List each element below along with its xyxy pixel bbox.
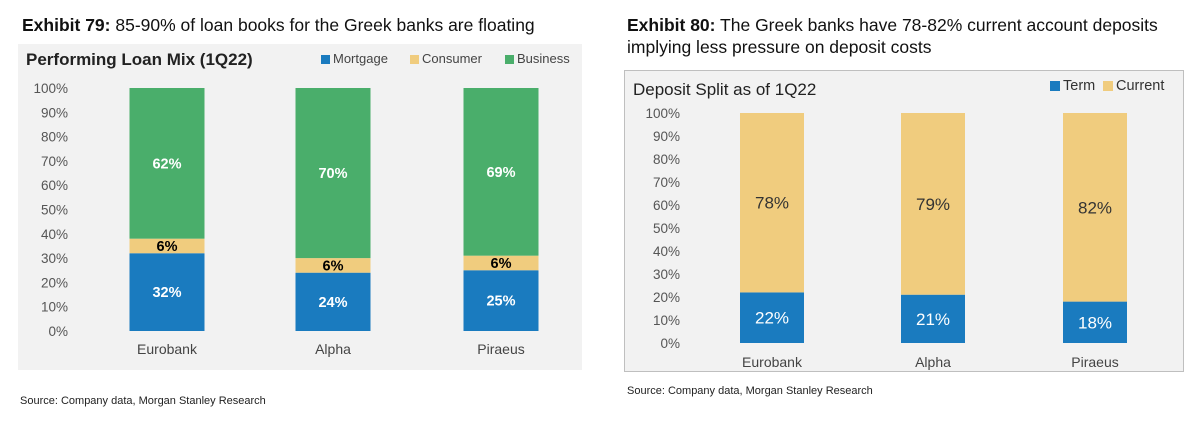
loan-mix-chart: Performing Loan Mix (1Q22) Mortgage Consum…: [26, 50, 570, 357]
y-tick-label: 70%: [653, 175, 680, 190]
data-label-alpha-current: 79%: [916, 195, 950, 214]
y-tick-label: 40%: [653, 244, 680, 259]
y-tick-label: 20%: [41, 275, 68, 290]
y-tick-label: 10%: [653, 313, 680, 328]
data-label-alpha-mortgage: 24%: [318, 295, 347, 311]
bar-alpha-business: [295, 88, 371, 259]
legend-label-consumer: Consumer: [422, 51, 483, 66]
legend-label-mortgage: Mortgage: [333, 51, 388, 66]
legend-label-business: Business: [517, 51, 570, 66]
y-tick-label: 60%: [41, 178, 68, 193]
deposit-split-chart-panel: Deposit Split as of 1Q22 Term Current 0% 10%…: [624, 70, 1184, 372]
x-category-label-eurobank: Eurobank: [137, 341, 198, 357]
legend-label-current: Current: [1116, 78, 1164, 94]
bar-alpha-consumer: [295, 258, 371, 273]
data-label-eurobank-current: 78%: [755, 194, 789, 213]
x-category-label-eurobank: Eurobank: [742, 354, 803, 370]
y-tick-label: 30%: [41, 251, 68, 266]
bar-piraeus-term: [1063, 301, 1127, 343]
chart-title: Deposit Split as of 1Q22: [633, 80, 816, 99]
legend-swatch-consumer: [410, 55, 419, 64]
data-label-eurobank-term: 22%: [755, 309, 789, 328]
data-label-eurobank-business: 62%: [152, 156, 181, 172]
bar-piraeus-consumer: [463, 255, 539, 271]
y-tick-label: 100%: [645, 106, 680, 121]
y-tick-label: 0%: [660, 336, 680, 351]
legend-swatch-current: [1103, 81, 1113, 91]
data-label-piraeus-consumer: 6%: [491, 256, 512, 272]
bar-piraeus-business: [463, 88, 539, 256]
y-tick-label: 90%: [653, 129, 680, 144]
y-tick-label: 10%: [41, 300, 68, 315]
data-label-piraeus-mortgage: 25%: [486, 294, 515, 310]
y-tick-label: 40%: [41, 227, 68, 242]
data-label-piraeus-current: 82%: [1078, 198, 1112, 217]
exhibit-80-source: Source: Company data, Morgan Stanley Res…: [627, 385, 873, 397]
data-label-eurobank-mortgage: 32%: [152, 285, 181, 301]
x-category-label-alpha: Alpha: [315, 341, 351, 357]
deposit-split-chart: Deposit Split as of 1Q22 Term Current 0% 10%…: [633, 78, 1164, 370]
bar-alpha-mortgage: [295, 272, 371, 331]
data-label-piraeus-term: 18%: [1078, 313, 1112, 332]
bar-eurobank-consumer: [129, 238, 205, 254]
y-tick-label: 60%: [653, 198, 680, 213]
bar-piraeus-current: [1063, 113, 1127, 302]
legend-swatch-business: [505, 55, 514, 64]
bar-eurobank-current: [740, 113, 804, 293]
y-tick-label: 100%: [33, 81, 68, 96]
x-category-label-piraeus: Piraeus: [477, 341, 524, 357]
exhibit-79-source: Source: Company data, Morgan Stanley Res…: [20, 395, 266, 407]
exhibit-80-title: Exhibit 80: The Greek banks have 78-82% …: [627, 14, 1187, 58]
exhibit-79-title: Exhibit 79: 85-90% of loan books for the…: [22, 14, 582, 36]
x-category-label-piraeus: Piraeus: [1071, 354, 1118, 370]
legend-swatch-term: [1050, 81, 1060, 91]
y-tick-label: 30%: [653, 267, 680, 282]
x-category-label-alpha: Alpha: [915, 354, 951, 370]
data-label-alpha-consumer: 6%: [323, 258, 344, 274]
bar-eurobank-mortgage: [129, 253, 205, 331]
data-label-alpha-business: 70%: [318, 166, 347, 182]
exhibit-79-label: Exhibit 79:: [22, 15, 111, 35]
bar-piraeus-mortgage: [463, 270, 539, 331]
y-tick-label: 50%: [653, 221, 680, 236]
data-label-eurobank-consumer: 6%: [157, 239, 178, 255]
exhibit-80-label: Exhibit 80:: [627, 15, 716, 35]
y-tick-label: 20%: [653, 290, 680, 305]
y-tick-label: 50%: [41, 203, 68, 218]
data-label-piraeus-business: 69%: [486, 165, 515, 181]
legend-label-term: Term: [1063, 78, 1095, 94]
exhibit-80-heading: The Greek banks have 78-82% current acco…: [627, 15, 1158, 57]
data-label-alpha-term: 21%: [916, 310, 950, 329]
y-tick-label: 90%: [41, 105, 68, 120]
bar-alpha-term: [901, 294, 965, 343]
bar-alpha-current: [901, 113, 965, 295]
exhibit-79-heading: 85-90% of loan books for the Greek banks…: [115, 15, 535, 35]
legend-swatch-mortgage: [321, 55, 330, 64]
chart-title: Performing Loan Mix (1Q22): [26, 50, 253, 69]
bar-eurobank-term: [740, 292, 804, 343]
bar-eurobank-business: [129, 88, 205, 239]
y-tick-label: 80%: [41, 130, 68, 145]
y-tick-label: 80%: [653, 152, 680, 167]
y-tick-label: 70%: [41, 154, 68, 169]
y-tick-label: 0%: [48, 324, 68, 339]
loan-mix-chart-panel: Performing Loan Mix (1Q22) Mortgage Consum…: [18, 44, 582, 370]
